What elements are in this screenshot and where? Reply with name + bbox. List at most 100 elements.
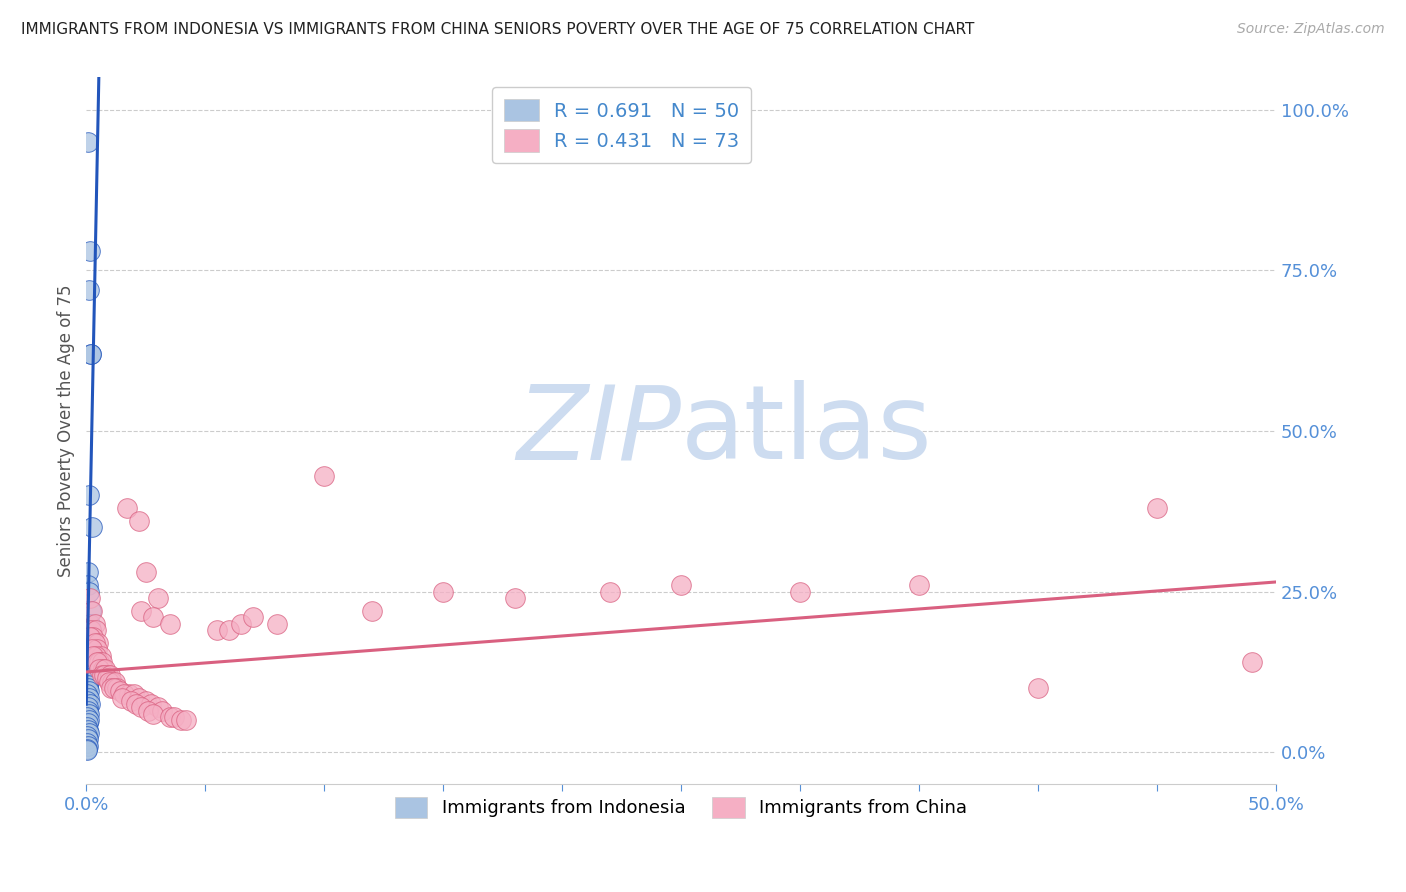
- Point: [89, 662, 111, 676]
- Point: [108, 684, 131, 698]
- Point: [218, 623, 240, 637]
- Point: [90, 656, 112, 670]
- Point: [84, 648, 107, 663]
- Point: [98, 668, 121, 682]
- Point: [503, 591, 526, 605]
- Point: [79, 652, 101, 666]
- Point: [125, 697, 148, 711]
- Point: [76, 672, 98, 686]
- Point: [76, 636, 98, 650]
- Point: [76, 694, 98, 708]
- Point: [82, 520, 104, 534]
- Point: [77, 706, 100, 721]
- Point: [77, 584, 100, 599]
- Point: [122, 688, 145, 702]
- Point: [87, 636, 110, 650]
- Point: [91, 662, 114, 676]
- Point: [152, 704, 174, 718]
- Point: [79, 244, 101, 258]
- Point: [76, 736, 98, 750]
- Point: [115, 501, 138, 516]
- Point: [135, 566, 157, 580]
- Point: [360, 604, 382, 618]
- Point: [599, 584, 621, 599]
- Point: [1241, 656, 1264, 670]
- Point: [77, 135, 100, 149]
- Point: [669, 578, 692, 592]
- Point: [77, 732, 100, 747]
- Point: [159, 616, 181, 631]
- Point: [129, 700, 152, 714]
- Point: [1026, 681, 1049, 695]
- Point: [86, 656, 108, 670]
- Point: [76, 720, 98, 734]
- Point: [77, 681, 100, 695]
- Point: [77, 690, 100, 705]
- Point: [111, 690, 134, 705]
- Text: atlas: atlas: [681, 380, 932, 482]
- Point: [163, 710, 186, 724]
- Point: [242, 610, 264, 624]
- Point: [103, 681, 125, 695]
- Point: [93, 668, 115, 682]
- Text: ZIP: ZIP: [516, 381, 681, 481]
- Point: [77, 716, 100, 731]
- Point: [146, 591, 169, 605]
- Point: [77, 674, 100, 689]
- Point: [82, 630, 104, 644]
- Point: [174, 713, 197, 727]
- Point: [79, 697, 101, 711]
- Point: [77, 566, 100, 580]
- Point: [77, 632, 100, 647]
- Point: [112, 688, 135, 702]
- Point: [77, 646, 100, 660]
- Point: [142, 610, 165, 624]
- Point: [77, 665, 100, 679]
- Point: [80, 623, 103, 637]
- Point: [77, 639, 100, 653]
- Point: [97, 674, 120, 689]
- Point: [79, 616, 101, 631]
- Point: [229, 616, 252, 631]
- Point: [76, 743, 98, 757]
- Point: [89, 656, 111, 670]
- Point: [77, 488, 100, 502]
- Point: [76, 739, 98, 753]
- Legend: Immigrants from Indonesia, Immigrants from China: Immigrants from Indonesia, Immigrants fr…: [388, 789, 974, 825]
- Point: [170, 713, 193, 727]
- Point: [136, 704, 159, 718]
- Point: [76, 658, 98, 673]
- Point: [82, 642, 104, 657]
- Point: [266, 616, 288, 631]
- Point: [86, 642, 108, 657]
- Point: [90, 648, 112, 663]
- Point: [83, 616, 105, 631]
- Point: [77, 662, 100, 676]
- Point: [77, 656, 100, 670]
- Point: [789, 584, 811, 599]
- Point: [76, 710, 98, 724]
- Point: [76, 729, 98, 743]
- Point: [146, 700, 169, 714]
- Point: [1146, 501, 1168, 516]
- Point: [129, 604, 152, 618]
- Point: [90, 668, 112, 682]
- Point: [79, 668, 101, 682]
- Point: [79, 347, 101, 361]
- Point: [80, 623, 103, 637]
- Point: [76, 688, 98, 702]
- Point: [139, 697, 162, 711]
- Point: [97, 668, 120, 682]
- Point: [104, 674, 127, 689]
- Point: [79, 604, 101, 618]
- Point: [76, 648, 98, 663]
- Y-axis label: Seniors Poverty Over the Age of 75: Seniors Poverty Over the Age of 75: [58, 285, 75, 577]
- Point: [76, 742, 98, 756]
- Point: [76, 578, 98, 592]
- Point: [135, 694, 157, 708]
- Point: [77, 726, 100, 740]
- Point: [79, 591, 101, 605]
- Point: [908, 578, 931, 592]
- Point: [79, 630, 101, 644]
- Point: [105, 681, 128, 695]
